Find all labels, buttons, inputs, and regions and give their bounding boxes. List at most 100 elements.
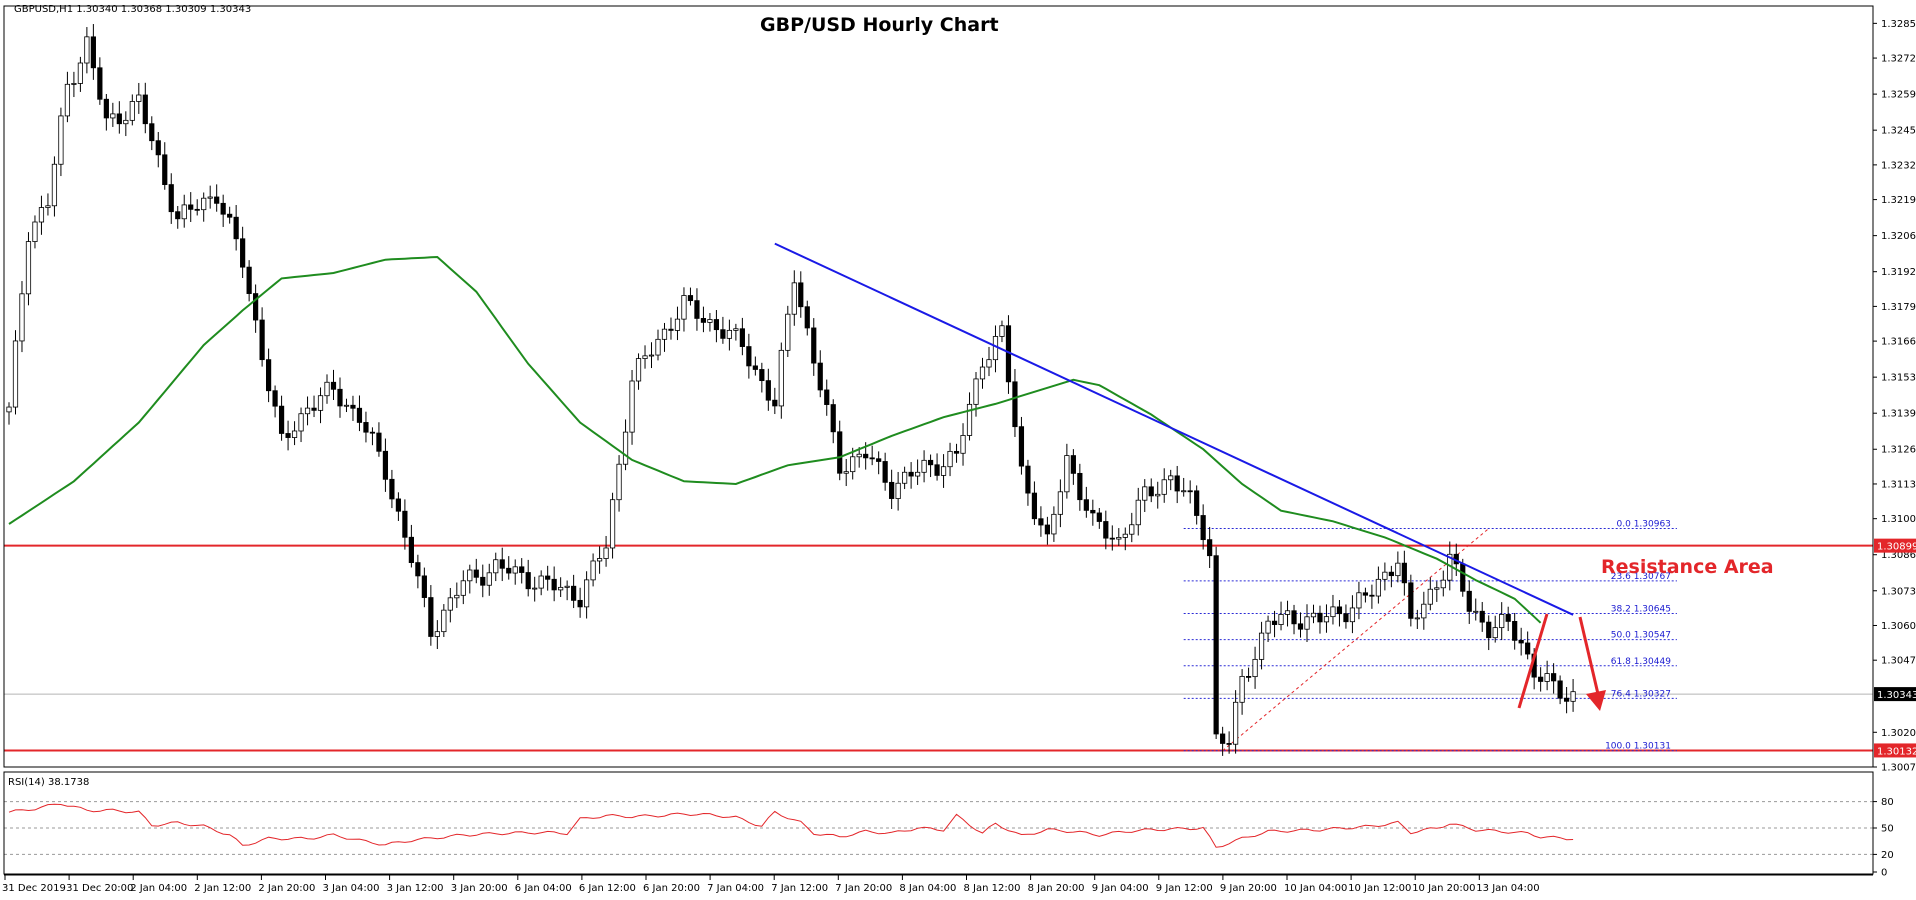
fib-level-label: 61.8 1.30449 — [1611, 657, 1671, 667]
level-price-tag-label: 1.30132 — [1877, 746, 1916, 757]
candle-body — [181, 204, 187, 220]
candle-body — [467, 569, 473, 582]
x-tick-label: 2 Jan 20:00 — [258, 883, 315, 894]
candle-body — [317, 395, 324, 411]
x-tick-label: 10 Jan 12:00 — [1348, 883, 1411, 894]
candle-body — [986, 359, 992, 368]
candle-body — [1187, 490, 1193, 493]
candle-body — [558, 586, 564, 591]
y-tick-label: 1.32725 — [1881, 54, 1916, 65]
y-tick-label: 1.31000 — [1881, 514, 1916, 525]
x-tick-label: 6 Jan 12:00 — [579, 883, 636, 894]
candle-body — [155, 140, 161, 156]
candle-body — [330, 381, 337, 390]
candle-body — [519, 566, 525, 573]
candle-body — [785, 313, 791, 351]
candle-body — [1129, 524, 1135, 535]
candle-body — [979, 366, 986, 380]
candle-body — [1486, 621, 1492, 639]
x-tick-label: 3 Jan 04:00 — [323, 883, 380, 894]
x-tick-label: 31 Dec 20:00 — [66, 883, 133, 894]
y-tick-label: 1.31665 — [1881, 337, 1916, 348]
candle-body — [506, 567, 512, 574]
candle-body — [1122, 533, 1128, 538]
price-pane-frame — [3, 5, 1874, 768]
candle-body — [525, 572, 531, 590]
candle-body — [1200, 515, 1206, 541]
candle-body — [214, 196, 220, 204]
candle-body — [1570, 691, 1576, 702]
candle-body — [804, 306, 810, 329]
candle-body — [681, 295, 687, 320]
candle-body — [759, 369, 765, 382]
candle-body — [1479, 610, 1485, 623]
candle-body — [38, 207, 45, 223]
candle-body — [1064, 455, 1070, 493]
candle-body — [1330, 606, 1336, 618]
candle-body — [616, 463, 622, 501]
y-tick-label: 1.32325 — [1881, 160, 1916, 171]
candle-body — [220, 202, 226, 215]
y-tick-label: 1.32195 — [1881, 195, 1916, 206]
candle-body — [1155, 493, 1161, 497]
candle-body — [1525, 642, 1531, 655]
candle-body — [863, 453, 869, 459]
candle-body — [1304, 616, 1310, 630]
candle-body — [1239, 675, 1245, 703]
candle-body — [493, 559, 499, 574]
candle-body — [1233, 701, 1239, 745]
candle-body — [564, 585, 570, 588]
candle-body — [1181, 490, 1187, 493]
price-pane: 0.0 1.30963 23.6 1.30767 38.2 1.30645 50.0 … — [4, 24, 1873, 756]
candle-body — [1258, 632, 1265, 660]
candle-body — [129, 101, 135, 121]
candle-body — [460, 580, 466, 596]
candle-body — [1271, 620, 1278, 625]
candle-body — [1323, 616, 1330, 623]
x-tick-label: 2 Jan 12:00 — [194, 883, 251, 894]
candle-body — [1518, 639, 1524, 644]
candle-body — [532, 587, 538, 590]
rsi-pane-frame — [3, 771, 1874, 875]
x-tick-label: 6 Jan 04:00 — [515, 883, 572, 894]
candle-body — [791, 282, 797, 315]
candle-body — [285, 433, 291, 438]
current-price-tag — [1874, 687, 1916, 702]
candle-body — [454, 594, 460, 599]
resistance-area-label: Resistance Area — [1601, 556, 1774, 578]
candle-body — [298, 413, 304, 432]
candle-body — [1362, 592, 1369, 596]
candle-body — [116, 113, 122, 125]
candle-body — [486, 572, 492, 586]
x-tick-label: 9 Jan 20:00 — [1220, 883, 1277, 894]
candle-body — [772, 399, 778, 407]
candle-body — [1135, 499, 1141, 526]
candle-body — [1090, 509, 1096, 514]
candle-body — [1213, 555, 1219, 735]
y-tick-label: 1.32060 — [1881, 231, 1916, 242]
x-tick-label: 7 Jan 12:00 — [771, 883, 828, 894]
candle-body — [1395, 562, 1401, 577]
x-tick-label: 6 Jan 20:00 — [643, 883, 700, 894]
candle-body — [233, 216, 239, 240]
candle-body — [512, 566, 518, 574]
x-tick-label: 31 Dec 2019 — [2, 883, 66, 894]
candle-body — [71, 83, 77, 85]
candle-body — [1544, 673, 1550, 682]
x-tick-label: 10 Jan 04:00 — [1284, 883, 1347, 894]
candle-body — [551, 578, 557, 591]
candle-body — [1538, 676, 1544, 682]
y-tick-label: 1.30865 — [1881, 550, 1916, 561]
candle-body — [1492, 627, 1498, 639]
candle-body — [1103, 521, 1109, 539]
y-tick-label: 1.32455 — [1881, 126, 1916, 137]
candle-body — [648, 354, 655, 357]
candle-body — [162, 154, 168, 185]
y-tick-label: 1.32855 — [1881, 19, 1916, 30]
candle-body — [402, 510, 408, 538]
candle-body — [259, 319, 265, 361]
candle-body — [921, 459, 927, 473]
candle-body — [1557, 680, 1563, 699]
x-tick-label: 9 Jan 04:00 — [1092, 883, 1149, 894]
candle-body — [661, 328, 668, 340]
